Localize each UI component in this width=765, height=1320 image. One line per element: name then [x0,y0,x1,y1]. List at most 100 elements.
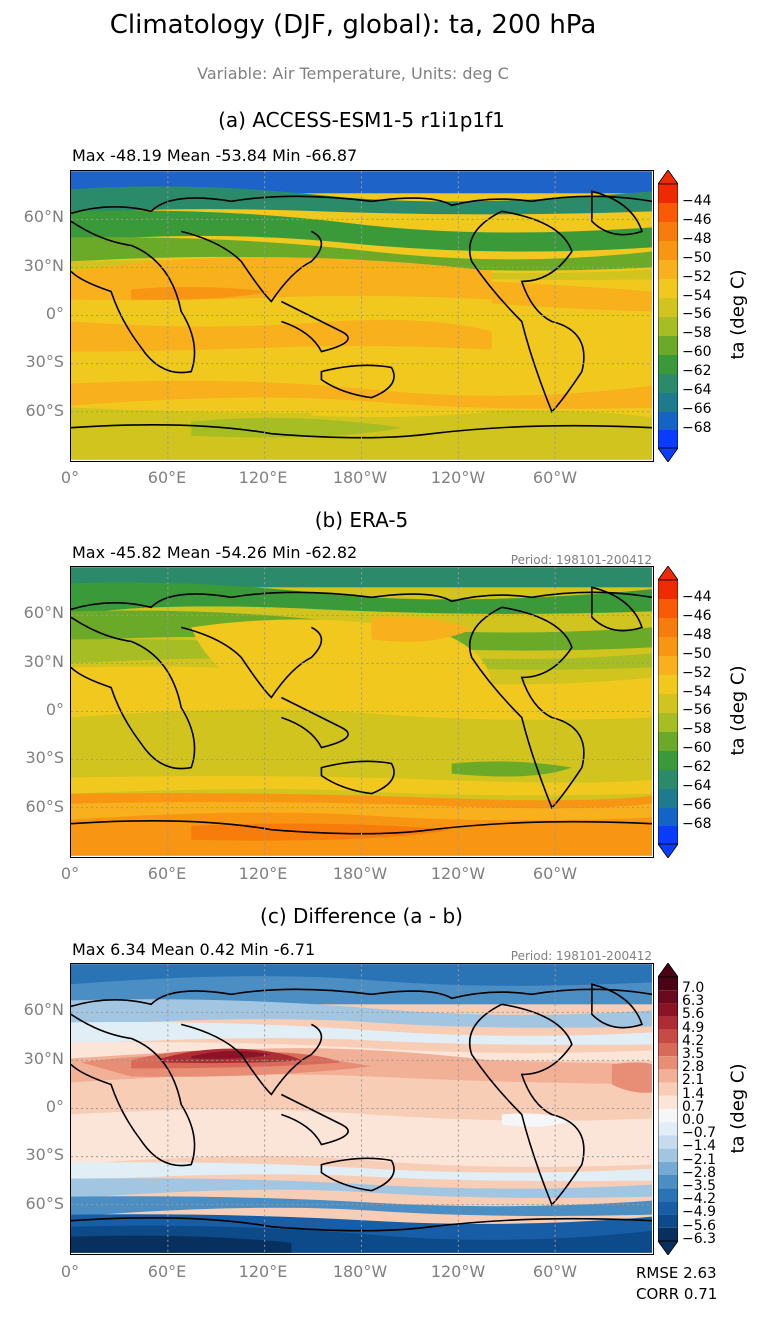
colorbar-tick: 5.6 [682,1006,705,1023]
colorbar-tick: −62 [682,363,712,380]
panel-c-title: (c) Difference (a - b) [260,904,463,928]
figure-title: Climatology (DJF, global): ta, 200 hPa [109,10,597,40]
panel-c-colorbar-ticks: 7.0 6.3 5.6 4.9 4.2 3.5 2.8 2.1 1.4 0.7 … [682,980,716,1247]
colorbar-tick: −2.8 [682,1164,716,1181]
panel-c-xtick: 120°W [430,1262,486,1281]
panel-c-ytick: 60°S [25,1194,64,1213]
panel-b-xtick: 180°W [332,864,388,883]
colorbar-tick: 6.3 [682,993,705,1010]
colorbar-tick: −48 [682,230,712,247]
panel-a-xtick: 0° [60,468,80,487]
colorbar-tick: −64 [682,778,712,795]
colorbar-tick: 7.0 [682,980,705,996]
panel-b-coastlines [71,586,652,835]
panel-a-ytick: 30°S [25,352,64,371]
panel-a-ytick: 60°N [23,207,64,226]
colorbar-tick: −60 [682,740,712,757]
corr-label: CORR 0.71 [636,1285,718,1303]
panel-b-ytick: 30°S [25,748,64,767]
panel-b-ytick: 60°N [23,603,64,622]
panel-c-gridlines [71,964,652,1253]
colorbar-tick: −64 [682,382,712,399]
panel-c-xtick: 0° [60,1262,80,1281]
colorbar-tick: −60 [682,344,712,361]
colorbar-tick: −4.2 [682,1191,716,1208]
panel-b-ytick: 30°N [23,652,64,671]
panel-a-gridlines [71,171,652,460]
panel-a-xtick: 180°W [332,468,388,487]
panel-c-xtick: 60°W [532,1262,578,1281]
colorbar-tick: −68 [682,419,712,436]
colorbar-tick: −66 [682,796,712,813]
colorbar-tick: −52 [682,268,712,285]
panel-c-ytick: 60°N [23,1000,64,1019]
colorbar-tick: 0.7 [682,1098,705,1115]
panel-a-xtick: 120°W [430,468,486,487]
colorbar-tick: 4.2 [682,1032,705,1049]
panel-b-map [70,566,654,858]
colorbar-tick: −44 [682,193,712,209]
figure-subtitle: Variable: Air Temperature, Units: deg C [197,64,509,83]
colorbar-tick: −4.9 [682,1204,716,1221]
panel-c-colorbar [658,963,678,1255]
colorbar-tick: 1.4 [682,1085,705,1102]
colorbar-tick: −6.3 [682,1230,716,1247]
panel-a-colorbar-ticks: −44 −46 −48 −50 −52 −54 −56 −58 −60 −62 … [682,192,712,438]
panel-c-coastlines [71,983,652,1232]
panel-b-colorbar [658,566,678,858]
panel-a-xtick: 60°E [147,468,187,487]
panel-a-xtick: 120°E [238,468,288,487]
colorbar-diff [658,963,678,1255]
colorbar-tick: −56 [682,702,712,719]
colorbar-tick: 2.1 [682,1072,705,1089]
colorbar-tick: −68 [682,815,712,832]
colorbar-tick: 3.5 [682,1046,705,1063]
colorbar-tick: −5.6 [682,1217,716,1234]
colorbar-tick: 0.0 [682,1112,705,1129]
panel-b-gridlines [71,567,652,856]
panel-c-ytick: 0° [45,1097,64,1116]
panel-a-stats: Max -48.19 Mean -53.84 Min -66.87 [72,146,358,165]
panel-b-xtick: 120°E [238,864,288,883]
panel-b-colorbar-label: ta (deg C) [727,665,749,756]
colorbar-tick: −48 [682,626,712,643]
panel-b-colorbar-ticks: −44 −46 −48 −50 −52 −54 −56 −58 −60 −62 … [682,588,712,834]
panel-a-ytick: 60°S [25,401,64,420]
panel-a-colorbar [658,170,678,462]
panel-c-period: Period: 198101-200412 [510,949,652,963]
panel-c-xtick: 60°E [147,1262,187,1281]
colorbar-tick: −54 [682,683,712,700]
colorbar-tick: −50 [682,645,712,662]
colorbar-temp [658,566,678,858]
colorbar-tick: −44 [682,589,712,605]
colorbar-tick: −2.1 [682,1151,716,1168]
colorbar-tick: 4.9 [682,1019,705,1036]
colorbar-tick: −66 [682,400,712,417]
panel-b-xtick: 120°W [430,864,486,883]
colorbar-tick: −58 [682,721,712,738]
panel-c-colorbar-label: ta (deg C) [727,1063,749,1154]
panel-c-ytick: 30°N [23,1049,64,1068]
colorbar-tick: −46 [682,607,712,624]
colorbar-tick: −3.5 [682,1178,716,1195]
rmse-label: RMSE 2.63 [636,1264,717,1282]
panel-c-xtick: 120°E [238,1262,288,1281]
panel-c-ytick: 30°S [25,1145,64,1164]
colorbar-tick: −1.4 [682,1138,716,1155]
panel-b-xtick: 60°E [147,864,187,883]
colorbar-tick: −58 [682,325,712,342]
colorbar-tick: 2.8 [682,1059,705,1076]
panel-a-ytick: 0° [45,304,64,323]
panel-b-title: (b) ERA-5 [314,508,409,532]
panel-b-xtick: 60°W [532,864,578,883]
panel-a-colorbar-label: ta (deg C) [727,269,749,360]
colorbar-tick: −0.7 [682,1125,716,1142]
panel-a-xtick: 60°W [532,468,578,487]
panel-b-period: Period: 198101-200412 [510,553,652,567]
panel-a-title: (a) ACCESS-ESM1-5 r1i1p1f1 [218,108,505,132]
panel-b-ytick: 0° [45,700,64,719]
colorbar-temp [658,170,678,462]
colorbar-tick: −56 [682,306,712,323]
colorbar-tick: −50 [682,249,712,266]
colorbar-tick: −46 [682,211,712,228]
